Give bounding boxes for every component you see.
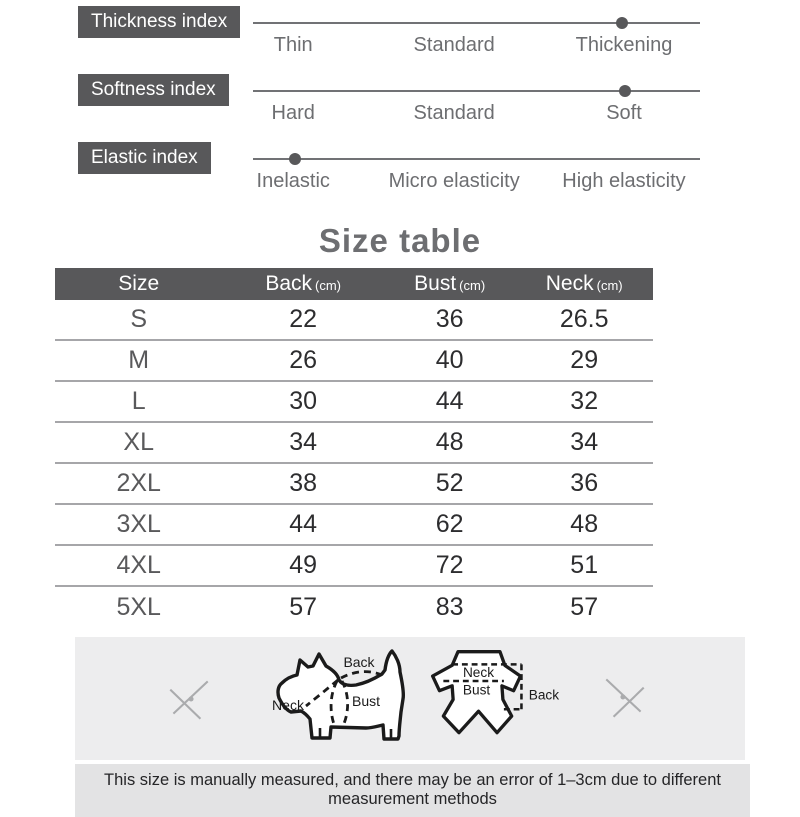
measurement-disclaimer: This size is manually measured, and ther… (75, 764, 750, 817)
neck-cell: 26.5 (559, 305, 609, 333)
neck-cell: 32 (570, 387, 599, 415)
bust-cell: 36 (435, 305, 464, 333)
dog-back-label: Back (343, 654, 375, 670)
softness-index-label: Softness index (78, 74, 229, 106)
table-row: XL 34 48 34 (55, 423, 653, 464)
back-cell: 38 (289, 469, 318, 497)
bust-cell: 72 (435, 551, 464, 579)
back-cell: 44 (289, 510, 318, 538)
tick-label: Inelastic (256, 170, 330, 192)
dog-bust-measure-line (329, 680, 339, 728)
unit-label: (cm) (596, 278, 623, 293)
tick-label: Thin (273, 34, 313, 56)
elastic-index-dot (289, 153, 302, 165)
shirt-outline (430, 650, 523, 735)
bust-cell: 83 (435, 593, 464, 621)
dog-bust-label: Bust (352, 693, 380, 709)
bust-cell: 48 (435, 428, 464, 456)
column-header-size: Size (118, 272, 160, 295)
table-row: S 22 36 26.5 (55, 300, 653, 341)
tick-label: Hard (271, 102, 315, 124)
sparkle-x-icon (169, 680, 209, 720)
back-cell: 34 (289, 428, 318, 456)
size-table-title: Size table (318, 222, 482, 259)
dog-neck-label: Neck (272, 697, 305, 713)
elastic-index-row: Elastic index Inelastic Micro elasticity… (0, 142, 800, 210)
size-cell: M (128, 346, 150, 374)
thickness-index-dot (616, 17, 629, 29)
tick-label: High elasticity (562, 170, 686, 192)
dog-back-measure-line (340, 670, 383, 680)
dog-measurement-diagram: Back Neck Bust (272, 649, 406, 741)
thickness-index-row: Thickness index Thin Standard Thickening (0, 6, 800, 74)
bust-cell: 62 (435, 510, 464, 538)
bust-cell: 40 (435, 346, 464, 374)
size-table-header-row: Size Back (cm) Bust (cm) Neck (cm) (55, 268, 653, 300)
softness-index-row: Softness index Hard Standard Soft (0, 74, 800, 142)
index-sliders-section: Thickness index Thin Standard Thickening… (0, 0, 800, 210)
measurement-diagram-panel: Back Neck Bust Neck Bust Back (75, 637, 745, 760)
tick-label: Micro elasticity (388, 170, 520, 192)
table-row: 3XL 44 62 48 (55, 505, 653, 546)
size-cell: 4XL (116, 551, 161, 579)
size-cell: L (131, 387, 146, 415)
size-cell: S (130, 305, 148, 333)
tick-label: Standard (413, 102, 495, 124)
size-cell: 5XL (116, 593, 161, 621)
bust-cell: 52 (435, 469, 464, 497)
size-cell: 3XL (116, 510, 161, 538)
thickness-index-label: Thickness index (78, 6, 241, 38)
softness-index-dot (618, 85, 631, 97)
neck-cell: 34 (570, 428, 599, 456)
table-row: L 30 44 32 (55, 382, 653, 423)
column-header-bust: Bust (cm) (414, 272, 486, 295)
table-row: 2XL 38 52 36 (55, 464, 653, 505)
back-cell: 57 (289, 593, 318, 621)
shirt-back-measure-line (503, 664, 523, 711)
dog-outline (276, 649, 406, 741)
size-cell: XL (123, 428, 155, 456)
back-cell: 49 (289, 551, 318, 579)
back-cell: 30 (289, 387, 318, 415)
shirt-bust-label: Bust (463, 683, 491, 698)
unit-label: (cm) (459, 278, 486, 293)
size-table: Size Back (cm) Bust (cm) Neck (cm) S 22 36 … (55, 268, 653, 628)
elastic-index-track: Inelastic Micro elasticity High elastici… (253, 153, 700, 192)
dog-bust-measure-line (340, 680, 350, 729)
sparkle-x-icon (605, 678, 645, 718)
table-row: 5XL 57 83 57 (55, 587, 653, 628)
unit-label: (cm) (315, 278, 341, 293)
neck-cell: 51 (570, 551, 599, 579)
elastic-index-label: Elastic index (78, 142, 211, 174)
back-cell: 22 (289, 305, 318, 333)
column-header-back: Back (cm) (265, 272, 341, 295)
table-row: M 26 40 29 (55, 341, 653, 382)
shirt-back-label: Back (529, 688, 560, 703)
size-cell: 2XL (116, 469, 161, 497)
tick-label: Standard (413, 34, 495, 56)
table-row: 4XL 49 72 51 (55, 546, 653, 587)
neck-cell: 48 (570, 510, 599, 538)
tick-label: Thickening (575, 34, 673, 56)
neck-cell: 36 (570, 469, 599, 497)
shirt-measurement-diagram: Neck Bust Back (430, 650, 560, 735)
tick-label: Soft (606, 102, 642, 124)
thickness-index-track: Thin Standard Thickening (253, 17, 700, 56)
column-header-neck: Neck (cm) (545, 272, 623, 295)
neck-cell: 57 (570, 593, 599, 621)
softness-index-track: Hard Standard Soft (253, 85, 700, 124)
neck-cell: 29 (570, 346, 599, 374)
bust-cell: 44 (435, 387, 464, 415)
back-cell: 26 (289, 346, 318, 374)
shirt-neck-label: Neck (463, 665, 494, 680)
